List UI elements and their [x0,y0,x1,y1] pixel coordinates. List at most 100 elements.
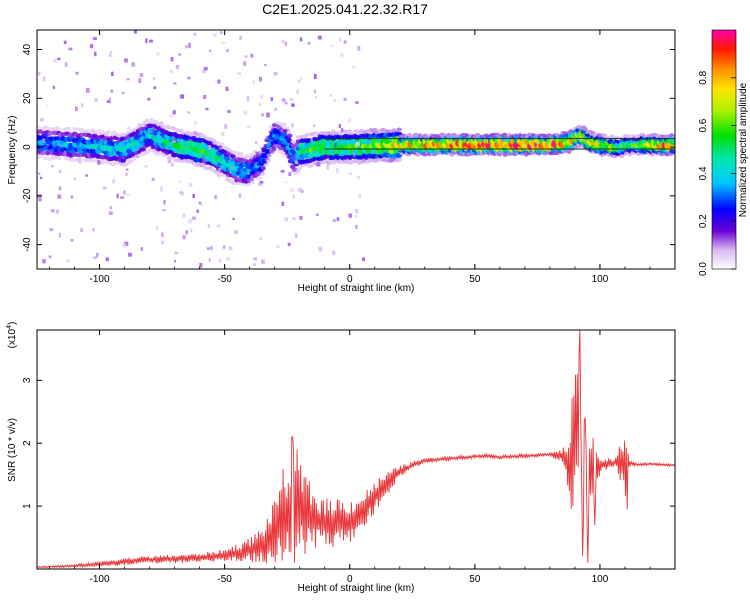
heatmap-y-tick-label: 0 [22,144,33,150]
heatmap-noise-cell [97,160,101,165]
heatmap-noise-cell [42,259,46,264]
heatmap-noise-cell [343,97,347,101]
heatmap-noise-cell [58,232,61,238]
snr-x-tick-label: 100 [592,574,609,585]
snr-y-scale-base: (x10 [7,328,18,348]
heatmap-cell [286,130,292,134]
heatmap-noise-cell [294,233,298,238]
heatmap-cell [266,153,272,158]
heatmap-noise-cell [133,30,138,34]
heatmap-noise-cell [38,197,42,202]
heatmap-x-label: Height of straight line (km) [298,283,415,294]
heatmap-noise-cell [217,172,221,178]
heatmap-noise-cell [196,209,200,213]
heatmap-noise-cell [227,109,231,113]
heatmap-noise-cell [175,64,180,69]
heatmap-noise-cell [111,71,114,77]
heatmap-x-tick-label: -100 [90,274,110,285]
heatmap-cell [112,130,118,135]
heatmap-noise-cell [112,179,115,184]
heatmap-noise-cell [94,51,97,57]
snr-x-tick-label: -50 [217,574,232,585]
heatmap-noise-cell [187,76,191,80]
heatmap-noise-cell [49,228,54,232]
heatmap-noise-cell [42,76,46,82]
heatmap-noise-cell [276,245,280,248]
heatmap-noise-cell [56,209,59,214]
heatmap-noise-cell [147,98,151,101]
heatmap-noise-cell [52,85,55,90]
colorbar-gradient [712,30,736,269]
heatmap-noise-cell [301,189,304,193]
heatmap-noise-cell [266,112,270,118]
heatmap-cell [159,121,164,126]
heatmap-noise-cell [116,193,119,199]
heatmap-x-tick-label: 100 [592,274,609,285]
heatmap-noise-cell [280,169,285,173]
heatmap-noise-cell [172,110,176,115]
heatmap-noise-cell [173,82,177,85]
heatmap-noise-cell [296,89,299,94]
heatmap-noise-cell [48,255,52,259]
heatmap-noise-cell [108,211,113,216]
heatmap-noise-cell [355,101,359,104]
heatmap-noise-cell [270,97,273,101]
heatmap-y-tick-label: 40 [22,44,33,56]
heatmap-marks [37,30,675,268]
heatmap-y-label: Frequency (Hz) [7,116,18,185]
heatmap-noise-cell [217,224,221,228]
heatmap-noise-cell [57,194,62,199]
heatmap-noise-cell [281,98,286,102]
heatmap-noise-cell [332,99,337,102]
heatmap-noise-cell [170,56,174,62]
heatmap-noise-cell [64,62,68,68]
colorbar-tick-label: 0.4 [698,166,709,180]
heatmap-cell [124,162,130,166]
heatmap-noise-cell [329,93,332,97]
heatmap-noise-cell [202,95,207,99]
heatmap-noise-cell [110,89,114,93]
heatmap-noise-cell [336,217,340,221]
heatmap-noise-cell [179,180,182,183]
heatmap-noise-cell [208,257,211,263]
heatmap-noise-cell [152,77,156,80]
heatmap-noise-cell [171,162,174,167]
heatmap-noise-cell [214,194,218,200]
heatmap-noise-cell [96,252,99,257]
heatmap-cell [281,122,287,127]
heatmap-noise-cell [348,129,351,135]
heatmap-noise-cell [284,217,288,222]
heatmap-noise-cell [260,259,265,264]
heatmap-cell [260,172,266,177]
heatmap-noise-cell [358,193,361,199]
heatmap-noise-cell [58,186,62,191]
snr-x-tick-label: 50 [469,574,481,585]
heatmap-noise-cell [174,251,178,255]
heatmap-noise-cell [226,49,229,53]
heatmap-panel: -100 -50 0 50 100 40 20 0 -20 -40 Height of strai… [7,29,676,294]
heatmap-noise-cell [260,113,265,117]
heatmap-noise-cell [217,79,221,84]
heatmap-noise-cell [258,182,263,186]
heatmap-cell [140,147,147,152]
heatmap-cell [66,126,72,131]
heatmap-noise-cell [85,174,88,177]
heatmap-noise-cell [299,215,303,220]
heatmap-noise-cell [94,97,98,102]
heatmap-noise-cell [218,258,222,263]
heatmap-noise-cell [109,50,113,54]
heatmap-noise-cell [253,257,258,261]
heatmap-noise-cell [341,128,344,132]
heatmap-noise-cell [221,132,225,136]
heatmap-noise-cell [258,103,262,106]
heatmap-noise-cell [121,91,125,95]
heatmap-noise-cell [194,120,197,126]
heatmap-noise-cell [155,152,158,157]
heatmap-noise-cell [291,103,295,107]
snr-y-tick-label: 1 [22,503,33,509]
heatmap-noise-cell [177,129,182,133]
heatmap-cell [208,165,214,170]
heatmap-noise-cell [202,157,206,163]
colorbar-axes: 0.0 0.2 0.4 0.6 0.8 [698,70,736,276]
heatmap-noise-cell [92,37,97,41]
